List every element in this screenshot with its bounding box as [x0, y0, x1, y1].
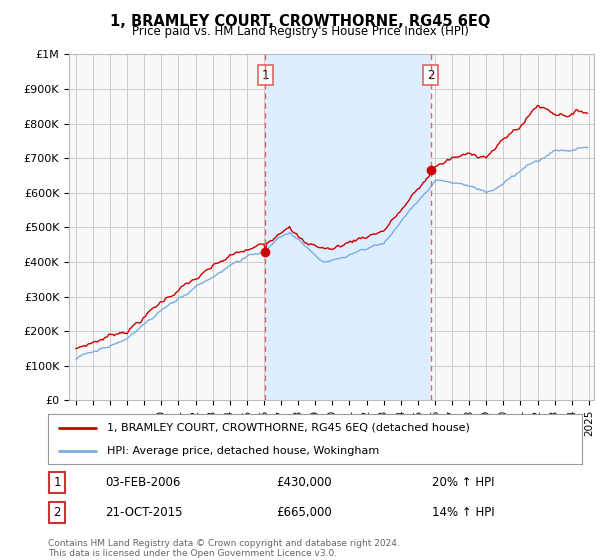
Text: 2: 2: [53, 506, 61, 519]
Text: Contains HM Land Registry data © Crown copyright and database right 2024.
This d: Contains HM Land Registry data © Crown c…: [48, 539, 400, 558]
Text: 2: 2: [427, 68, 434, 82]
Text: 20% ↑ HPI: 20% ↑ HPI: [432, 476, 494, 489]
Text: 1: 1: [262, 68, 269, 82]
Text: HPI: Average price, detached house, Wokingham: HPI: Average price, detached house, Woki…: [107, 446, 379, 456]
Text: 1: 1: [53, 476, 61, 489]
Text: £430,000: £430,000: [276, 476, 332, 489]
Text: 1, BRAMLEY COURT, CROWTHORNE, RG45 6EQ (detached house): 1, BRAMLEY COURT, CROWTHORNE, RG45 6EQ (…: [107, 423, 470, 433]
Text: 1, BRAMLEY COURT, CROWTHORNE, RG45 6EQ: 1, BRAMLEY COURT, CROWTHORNE, RG45 6EQ: [110, 14, 490, 29]
Text: 14% ↑ HPI: 14% ↑ HPI: [432, 506, 494, 519]
Text: 21-OCT-2015: 21-OCT-2015: [105, 506, 182, 519]
Text: £665,000: £665,000: [276, 506, 332, 519]
Text: 03-FEB-2006: 03-FEB-2006: [105, 476, 181, 489]
Text: Price paid vs. HM Land Registry's House Price Index (HPI): Price paid vs. HM Land Registry's House …: [131, 25, 469, 38]
Bar: [265, 54, 431, 400]
